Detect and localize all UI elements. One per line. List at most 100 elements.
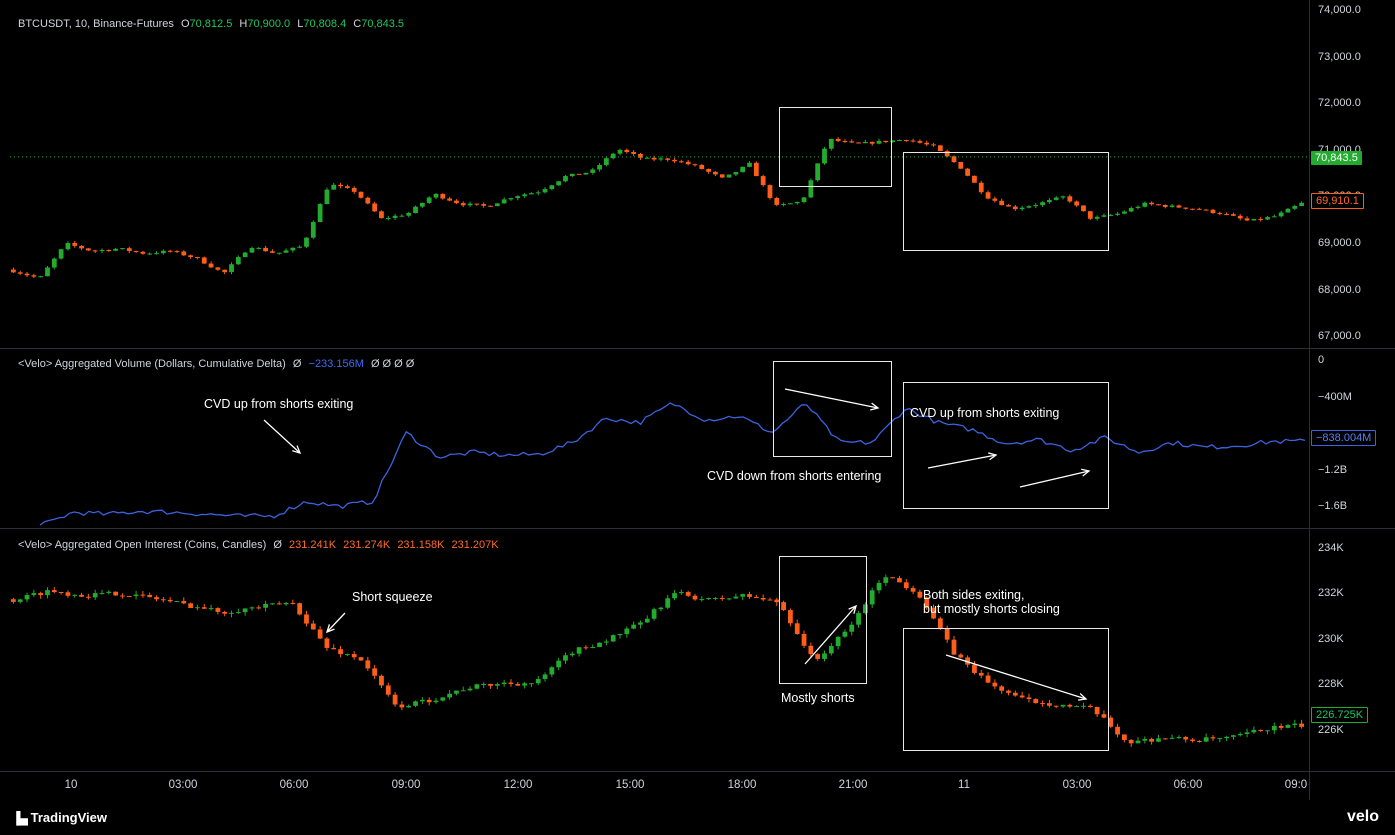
oi-candle <box>515 681 521 686</box>
symbol-label: BTCUSDT, 10, Binance-Futures <box>18 18 174 30</box>
oi-candle <box>1149 737 1155 745</box>
price-candle <box>1081 205 1086 212</box>
annotation-cvd-up-2: CVD up from shorts exiting <box>910 406 1060 420</box>
oi-candle <box>72 594 78 598</box>
price-candle <box>413 205 418 214</box>
price-candle <box>1108 213 1114 217</box>
price-candle <box>508 197 514 201</box>
price-candle <box>113 247 119 252</box>
price-candle <box>903 139 909 142</box>
oi-candle <box>208 604 214 611</box>
time-tick: 11 <box>958 779 970 791</box>
oi-candle <box>842 629 848 638</box>
oi-candle <box>454 690 459 696</box>
price-candle <box>733 172 739 177</box>
oi-candle <box>917 589 923 599</box>
cvd-legend-extra: Ø Ø Ø Ø <box>370 358 415 370</box>
oi-candle <box>1231 734 1236 740</box>
oi-candle <box>733 593 739 599</box>
price-candle <box>842 139 848 143</box>
oi-legend-v4: 231.207K <box>451 539 499 551</box>
cvd-tick: −1.6B <box>1318 500 1348 512</box>
price-candle <box>1101 213 1107 218</box>
oi-candle <box>651 607 657 621</box>
price-legend: BTCUSDT, 10, Binance-Futures O70,812.5 H… <box>18 18 404 30</box>
annotation-mostly-shorts: Mostly shorts <box>781 691 855 705</box>
tradingview-icon: ▐▄ <box>12 811 28 825</box>
price-candle <box>1265 215 1270 221</box>
oi-candle <box>385 682 391 697</box>
price-candle <box>85 248 91 252</box>
oi-candle <box>685 590 691 597</box>
oi-candle <box>304 610 309 627</box>
price-candle <box>665 157 671 162</box>
cvd-tick: −1.2B <box>1318 464 1348 476</box>
oi-candle <box>331 644 337 650</box>
price-candle <box>1244 216 1250 222</box>
price-candle <box>549 184 555 191</box>
oi-candle <box>992 679 998 690</box>
oi-candle <box>1278 723 1284 731</box>
price-candle <box>17 270 23 275</box>
oi-candle <box>869 587 875 608</box>
price-candle <box>890 140 896 143</box>
cvd-tick: −400M <box>1318 391 1352 403</box>
price-candle <box>1217 211 1223 216</box>
time-tick: 12:00 <box>503 779 533 791</box>
oi-candle <box>1108 715 1114 729</box>
time-tick: 09:00 <box>391 779 421 791</box>
price-candle <box>1087 211 1093 221</box>
oi-candle <box>24 592 30 603</box>
oi-candle <box>249 606 255 611</box>
cvd-legend-marker: Ø <box>292 358 302 370</box>
cvd-line <box>39 402 1306 526</box>
oi-legend-marker: Ø <box>273 539 282 551</box>
oi-candle <box>624 626 630 638</box>
price-candle <box>392 213 398 221</box>
oi-candle <box>222 610 228 617</box>
oi-candle <box>283 602 289 606</box>
price-candle <box>631 150 637 157</box>
price-candle <box>1176 204 1182 208</box>
price-candle <box>958 161 964 169</box>
oi-candle <box>140 590 146 598</box>
price-candle <box>672 157 677 164</box>
oi-candle <box>1162 738 1168 740</box>
oi-candle <box>788 608 793 627</box>
price-candle <box>972 175 977 183</box>
oi-candle <box>174 601 180 603</box>
oi-candle <box>426 697 432 706</box>
arrow-both-sides <box>945 654 1088 701</box>
time-tick: 10 <box>64 779 78 791</box>
price-candle <box>447 196 453 202</box>
price-candle <box>1006 204 1011 207</box>
oi-candle <box>467 686 473 692</box>
price-candle <box>460 201 466 208</box>
oi-candle <box>154 595 159 602</box>
price-candle <box>1019 205 1025 211</box>
oi-candle <box>406 704 412 708</box>
oi-candle <box>576 646 582 657</box>
oi-candle <box>1156 734 1161 743</box>
oi-candle <box>862 602 868 615</box>
oi-candle <box>229 610 234 618</box>
price-candle <box>978 180 984 195</box>
price-candle <box>1258 217 1264 222</box>
price-candle <box>597 163 602 172</box>
oi-candle <box>508 679 514 687</box>
oi-candle <box>358 656 364 661</box>
cvd-legend: <Velo> Aggregated Volume (Dollars, Cumul… <box>18 358 414 370</box>
oi-candle <box>297 602 303 616</box>
oi-legend-title: <Velo> Aggregated Open Interest (Coins, … <box>18 539 267 551</box>
velo-logo[interactable]: velo <box>1347 808 1380 825</box>
oi-candle <box>897 575 902 583</box>
arrow-cvd-up-1 <box>263 419 302 455</box>
tradingview-logo[interactable]: ▐▄ TradingView <box>12 810 107 825</box>
oi-candle <box>985 672 991 684</box>
oi-candle <box>760 594 766 602</box>
oi-candle <box>201 603 207 609</box>
oi-candle <box>699 596 705 602</box>
price-candle <box>433 193 439 200</box>
